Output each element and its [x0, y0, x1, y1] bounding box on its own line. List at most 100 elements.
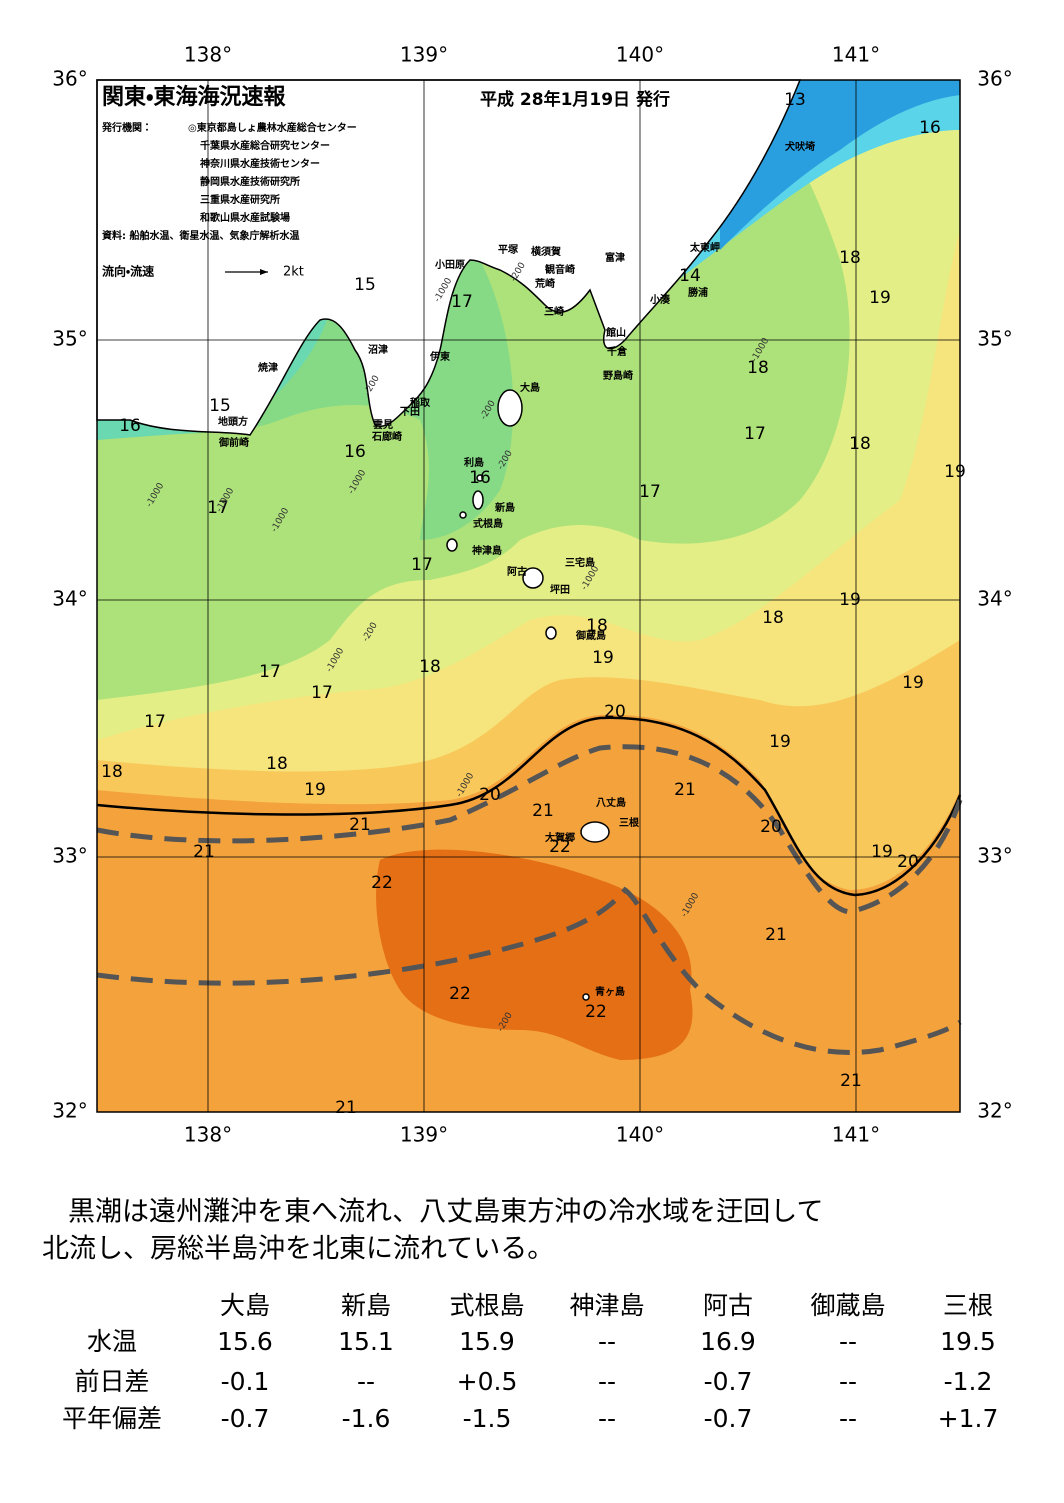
table-header: 御蔵島 [810, 1291, 885, 1320]
table-cell: -1.6 [342, 1404, 391, 1433]
lon-label: 140° [616, 43, 664, 67]
sst-label: 20 [760, 817, 782, 837]
sst-label: 17 [144, 712, 166, 732]
island [497, 389, 523, 427]
table-cell: -- [839, 1327, 857, 1356]
lon-label: 140° [616, 1123, 664, 1147]
island [580, 821, 610, 843]
lat-label: 35° [52, 327, 87, 351]
kuroshio-front [96, 716, 962, 897]
place-name: 館山 [605, 326, 626, 339]
lon-label: 138° [184, 43, 232, 67]
summary-line: 北流し、房総半島沖を北東に流れている。 [42, 1234, 554, 1265]
sst-label: 18 [101, 762, 123, 782]
table-cell: -- [839, 1367, 857, 1396]
place-name: 八丈島 [596, 796, 626, 809]
lon-label: 141° [832, 1123, 880, 1147]
place-name: 下田 [400, 406, 420, 418]
kuroshio-path [96, 886, 962, 1055]
lon-label: 139° [400, 43, 448, 67]
sst-label: 20 [604, 702, 626, 722]
place-name: 三宅島 [565, 556, 595, 569]
place-name: 三根 [619, 816, 640, 829]
sst-label: 18 [419, 657, 441, 677]
graticule [97, 80, 960, 1112]
sst-label: 15 [209, 396, 231, 416]
sst-label: 21 [674, 780, 696, 800]
place-name: 小湊 [649, 293, 671, 306]
place-name: 富津 [605, 251, 625, 264]
place-name: 稲取 [410, 396, 431, 409]
sst-label: 16 [919, 118, 941, 138]
place-name: 石廊崎 [371, 430, 402, 443]
table-cell: 15.9 [459, 1327, 515, 1356]
sst-label: 19 [839, 590, 861, 610]
table-header: 阿古 [703, 1291, 753, 1320]
place-name: 青ヶ島 [595, 985, 625, 998]
place-name: 大島 [520, 381, 540, 394]
place-name: 神津島 [471, 544, 502, 557]
table-cell: -0.7 [704, 1404, 753, 1433]
table-cell: 15.6 [217, 1327, 273, 1356]
row-label: 前日差 [74, 1367, 149, 1396]
lat-label: 34° [977, 587, 1012, 611]
issuer: 千葉県水産総合研究センター [200, 139, 330, 152]
place-name: 式根島 [473, 517, 503, 530]
sst-label: 18 [762, 608, 784, 628]
lat-label: 34° [52, 587, 87, 611]
sst-label: 16 [469, 468, 491, 488]
table-cell: -- [839, 1404, 857, 1433]
sst-label: 17 [311, 683, 333, 703]
sst-label: 17 [744, 424, 766, 444]
table-cell: -0.1 [221, 1367, 270, 1396]
place-name: 荒崎 [534, 277, 555, 290]
table-cell: -- [598, 1327, 616, 1356]
table-cell: -- [598, 1404, 616, 1433]
table-header: 神津島 [569, 1291, 644, 1320]
islands [446, 389, 610, 1001]
table-cell: -- [598, 1367, 616, 1396]
place-name: 御蔵島 [575, 629, 606, 642]
map-title: 関東・東海海況速報 [102, 84, 286, 110]
sst-label: 20 [897, 852, 919, 872]
place-name: 坪田 [550, 583, 570, 596]
sst-label: 22 [585, 1002, 607, 1022]
island [582, 993, 590, 1001]
sst-label: 17 [451, 292, 473, 312]
source: 資料: 船舶水温、衛星水温、気象庁解析水温 [102, 229, 299, 242]
place-name: 大賀郷 [545, 831, 575, 844]
sst-label: 16 [344, 442, 366, 462]
place-name: 観音崎 [545, 263, 575, 276]
place-name: 新島 [494, 501, 515, 514]
island [545, 626, 557, 640]
sst-label: 21 [193, 842, 215, 862]
island [459, 511, 467, 519]
lat-label: 35° [977, 327, 1012, 351]
table-cell: 19.5 [940, 1327, 996, 1356]
flow-label: 流向・流速 [102, 264, 154, 279]
place-name: 伊東 [429, 350, 450, 363]
lat-label: 33° [52, 844, 87, 868]
table-header: 式根島 [449, 1291, 524, 1320]
sst-label: 21 [532, 801, 554, 821]
issuer: 和歌山県水産試験場 [199, 211, 290, 224]
table-cell: -1.2 [944, 1367, 993, 1396]
place-name: 野島崎 [603, 369, 633, 382]
table-header: 新島 [341, 1291, 391, 1320]
place-name: 平塚 [498, 243, 519, 256]
lat-label: 32° [977, 1099, 1012, 1123]
table-cell: +0.5 [457, 1367, 518, 1396]
place-name: 地頭方 [218, 415, 248, 428]
sst-label: 14 [679, 266, 701, 286]
table-cell: -1.5 [463, 1404, 512, 1433]
issuer-label: 発行機関： [101, 121, 152, 134]
sst-label: 18 [839, 248, 861, 268]
row-label: 水温 [87, 1327, 137, 1356]
lat-label: 36° [977, 67, 1012, 91]
place-name: 勝浦 [688, 286, 708, 299]
sst-label: 21 [765, 925, 787, 945]
sst-label: 22 [449, 984, 471, 1004]
sst-label: 17 [639, 482, 661, 502]
summary-line: 黒潮は遠州灘沖を東へ流れ、八丈島東方沖の冷水域を迂回して [68, 1197, 823, 1228]
